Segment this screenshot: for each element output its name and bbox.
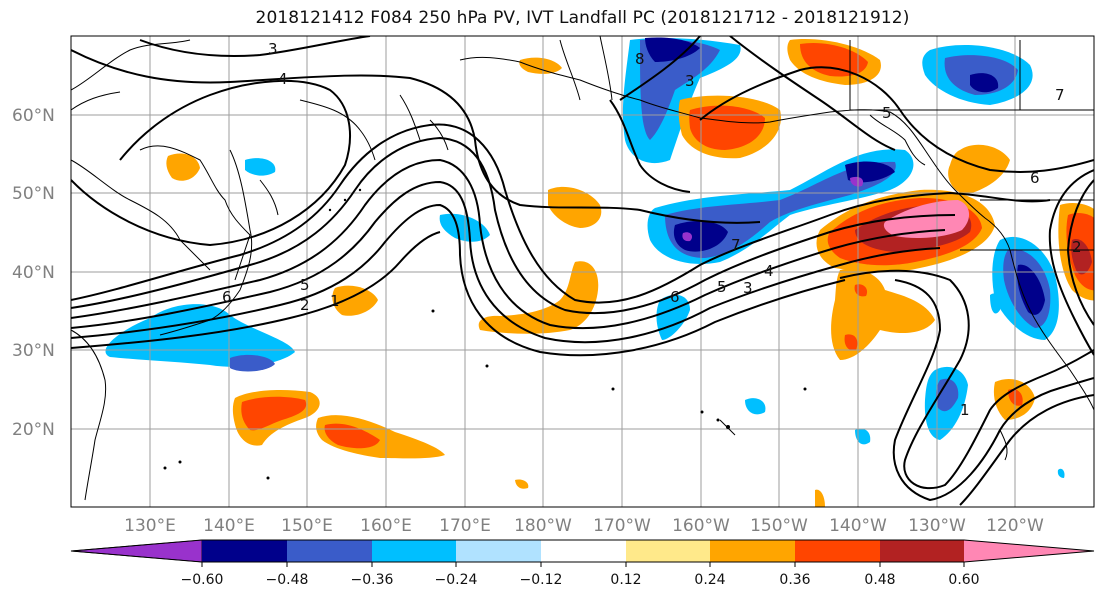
lon-label: 160°E [360, 516, 412, 536]
contour-label: 5 [717, 278, 727, 296]
colorbar-tick-label: 0.24 [694, 572, 725, 588]
colorbar-tick-labels: −0.60 −0.48 −0.36 −0.24 −0.12 0.12 0.24 … [181, 572, 980, 588]
colorbar-segment [70, 539, 203, 563]
lon-label: 120°W [986, 516, 1044, 536]
islands [163, 188, 807, 480]
negative-anomaly-region [855, 428, 871, 445]
contour-label: 4 [764, 262, 774, 280]
lon-label: 150°W [750, 516, 808, 536]
colorbar-segment [287, 540, 372, 562]
negative-anomaly-region [682, 232, 693, 242]
lon-label: 170°E [439, 516, 491, 536]
contour-label-group: 3 4 5 2 1 6 5 4 3 6 7 8 3 5 6 7 1 2 [222, 40, 1082, 419]
positive-anomaly-region [515, 479, 529, 489]
contour-label: 7 [1055, 86, 1065, 104]
colorbar-segment [880, 540, 964, 562]
contour-label: 6 [670, 288, 680, 306]
contour-label: 2 [1072, 238, 1082, 256]
colorbar-tick-label: −0.48 [266, 572, 309, 588]
lat-label: 30°N [12, 341, 55, 361]
map-frame [70, 35, 1095, 508]
positive-anomaly-region [324, 423, 380, 449]
contour-label: 5 [882, 104, 892, 122]
negative-anomaly-region [990, 293, 1001, 314]
positive-anomaly-region [519, 57, 562, 74]
colorbar-segment [541, 540, 626, 562]
negative-anomaly-region [245, 158, 276, 176]
contour-label: 6 [222, 288, 232, 306]
colorbar-tick-label: 0.12 [610, 572, 641, 588]
colorbar-tick-label: 0.36 [779, 572, 810, 588]
negative-anomaly-region [645, 37, 700, 62]
coastlines [71, 36, 1094, 501]
negative-anomaly-region [1017, 264, 1045, 315]
positive-anomaly-region [844, 334, 858, 351]
positive-anomaly-region [241, 396, 307, 431]
map-area: 3 4 5 2 1 6 5 4 3 6 7 8 3 5 6 7 1 2 [71, 36, 1094, 507]
lon-label: 180°W [514, 516, 572, 536]
contour-label: 7 [731, 236, 741, 254]
lon-label: 170°W [593, 516, 651, 536]
colorbar-segment [964, 540, 1094, 562]
lon-label: 150°E [281, 516, 333, 536]
lon-label: 130°E [124, 516, 176, 536]
contour-label: 6 [1030, 169, 1040, 187]
negative-anomaly-region [230, 354, 275, 372]
contour-label: 3 [268, 40, 278, 58]
contour-label: 2 [300, 296, 310, 314]
contour-label: 3 [743, 279, 753, 297]
contour-label: 1 [330, 292, 340, 310]
colorbar-tick-label: 0.48 [864, 572, 895, 588]
colorbar-ticks [201, 562, 965, 567]
colorbar: −0.60 −0.48 −0.36 −0.24 −0.12 0.12 0.24 … [70, 539, 1095, 588]
negative-anomaly-region [745, 398, 766, 415]
latitude-labels: 60°N 50°N 40°N 30°N 20°N [12, 106, 55, 440]
longitude-labels: 130°E 140°E 150°E 160°E 170°E 180°W 170°… [124, 516, 1044, 536]
colorbar-segment [456, 540, 541, 562]
colorbar-segment [202, 540, 287, 562]
positive-anomaly-region [883, 200, 970, 238]
lon-label: 130°W [908, 516, 966, 536]
lat-label: 50°N [12, 184, 55, 204]
colorbar-segment [710, 540, 795, 562]
contour-label: 1 [960, 401, 970, 419]
lon-label: 160°W [672, 516, 730, 536]
colorbar-tick-label: −0.24 [435, 572, 478, 588]
positive-anomaly-region [815, 489, 825, 507]
colorbar-tick-label: −0.60 [181, 572, 224, 588]
positive-anomaly-region [948, 144, 1010, 195]
contour-label: 8 [635, 50, 645, 68]
lon-label: 140°W [829, 516, 887, 536]
colorbar-segment [795, 540, 880, 562]
contour-label: 3 [685, 72, 695, 90]
lat-label: 60°N [12, 106, 55, 126]
positive-anomaly-region [1071, 239, 1092, 275]
negative-anomaly-region [1057, 468, 1065, 478]
negative-anomaly-region [850, 176, 864, 187]
map-title: 2018121412 F084 250 hPa PV, IVT Landfall… [255, 8, 910, 28]
colorbar-segment [372, 540, 456, 562]
pv-contours [71, 36, 1094, 506]
colorbar-tick-label: −0.36 [351, 572, 394, 588]
positive-anomaly-region [478, 261, 599, 334]
lon-label: 140°E [203, 516, 255, 536]
colorbar-tick-label: −0.12 [520, 572, 563, 588]
colorbar-tick-label: 0.60 [948, 572, 979, 588]
positive-anomaly-region [166, 153, 200, 181]
pv-anomaly-fills [105, 37, 1094, 507]
positive-anomaly-region [689, 105, 765, 150]
positive-anomaly-region [332, 285, 378, 316]
lat-label: 20°N [12, 420, 55, 440]
lat-label: 40°N [12, 263, 55, 283]
negative-anomaly-region [970, 73, 999, 93]
colorbar-segment [626, 540, 710, 562]
contour-label: 4 [278, 70, 288, 88]
contour-label: 5 [300, 276, 310, 294]
negative-anomaly-region [935, 378, 959, 412]
